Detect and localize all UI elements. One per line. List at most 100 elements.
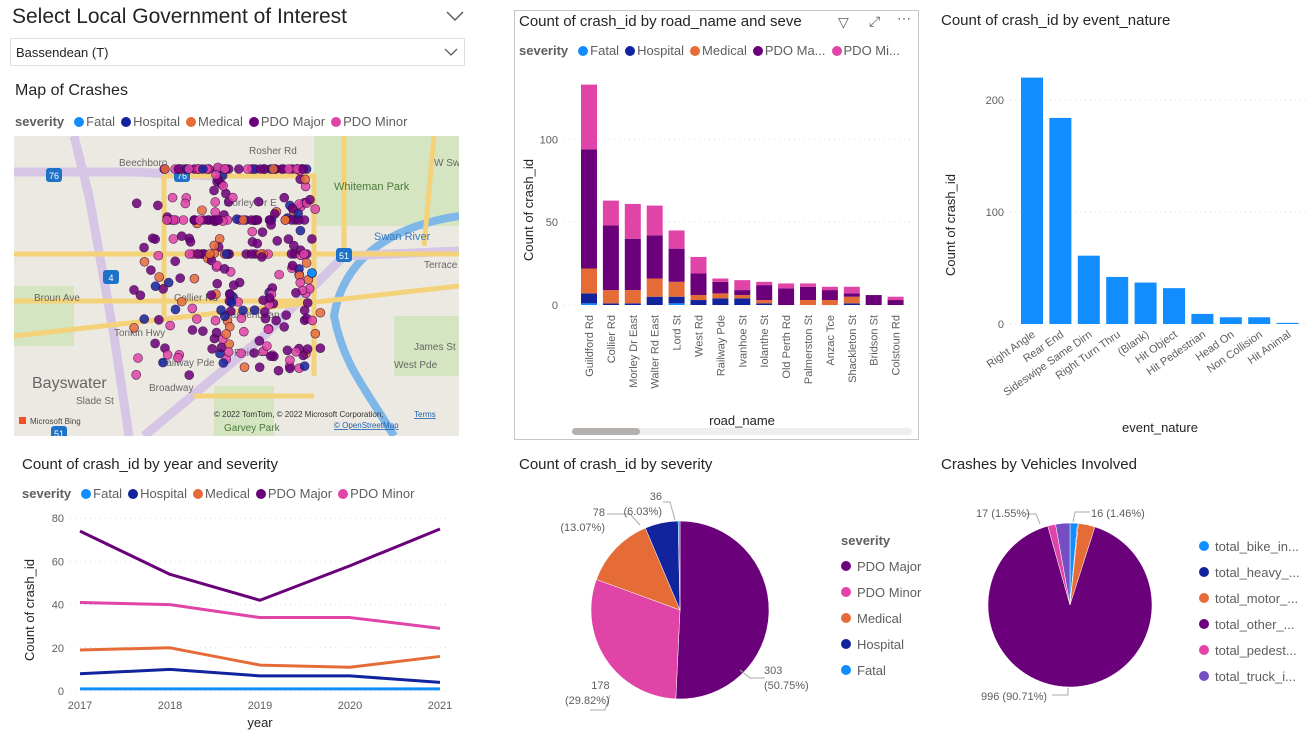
crash-point bbox=[310, 328, 321, 339]
pie-label-hospital: 36 (6.03%) bbox=[623, 491, 662, 518]
legend-label: PDO Major bbox=[857, 558, 922, 574]
severity-pie-legend: PDO Major PDO Minor Medical Hospital Fatal bbox=[841, 553, 921, 683]
vehicles-pie bbox=[987, 511, 1153, 696]
crash-point bbox=[258, 295, 268, 306]
legend-item-total-bike-in[interactable]: total_bike_in... bbox=[1199, 533, 1300, 559]
legend-item-pdo-minor[interactable]: PDO Minor bbox=[331, 114, 407, 129]
legend-item-total-heavy[interactable]: total_heavy_... bbox=[1199, 559, 1300, 585]
crash-point bbox=[281, 310, 291, 320]
crash-point bbox=[269, 209, 280, 219]
legend-item-pdo-minor[interactable]: PDO Minor bbox=[841, 579, 921, 605]
crash-point bbox=[212, 278, 223, 289]
legend-item-total-motor[interactable]: total_motor_... bbox=[1199, 585, 1300, 611]
lga-dropdown[interactable]: Bassendean (T) bbox=[10, 38, 465, 66]
crash-point bbox=[266, 220, 276, 230]
legend-item-total-truck-i[interactable]: total_truck_i... bbox=[1199, 663, 1300, 689]
legend-dot-icon bbox=[690, 45, 701, 56]
scrollbar-thumb[interactable] bbox=[572, 428, 640, 435]
legend-item-medical[interactable]: Medical bbox=[186, 114, 243, 129]
bar-segment-fatal bbox=[668, 303, 685, 305]
severity-pie bbox=[590, 501, 770, 711]
crash-point bbox=[193, 249, 203, 259]
crash-map[interactable]: Rosher Rd Whiteman Park Swan River Terrace … bbox=[14, 136, 459, 436]
legend-item-medical[interactable]: Medical bbox=[690, 43, 747, 58]
line-pdo-major bbox=[79, 527, 441, 602]
chevron-down-icon bbox=[444, 48, 458, 56]
legend-item-hospital[interactable]: Hospital bbox=[128, 486, 187, 501]
crash-point bbox=[273, 365, 284, 376]
bar-segment-pdo-major bbox=[887, 300, 904, 305]
focus-mode-icon[interactable]: ⤢ bbox=[869, 13, 881, 29]
pie-label-medical: 78 (13.07%) bbox=[560, 507, 605, 534]
crash-point bbox=[204, 249, 215, 259]
legend-item-pdo-major[interactable]: PDO Major bbox=[248, 114, 325, 129]
crash-point bbox=[209, 185, 219, 196]
pie-slice-fatal bbox=[677, 520, 681, 611]
legend-item-medical[interactable]: Medical bbox=[841, 605, 921, 631]
legend-dot-icon bbox=[841, 665, 851, 675]
pie-label-pdo-minor: 178 (29.82%) bbox=[565, 680, 610, 707]
legend-item-total-other[interactable]: total_other_... bbox=[1199, 611, 1300, 637]
leader-line bbox=[590, 694, 611, 711]
filter-icon[interactable]: ▽ bbox=[838, 14, 849, 30]
map-canvas[interactable]: Rosher Rd Whiteman Park Swan River Terrace … bbox=[14, 136, 459, 436]
legend-label: PDO Major bbox=[267, 486, 333, 501]
legend-item-pdo-minor[interactable]: PDO Minor bbox=[338, 486, 414, 501]
map-label: Beechboro bbox=[119, 158, 168, 169]
bar-segment-medical bbox=[734, 295, 751, 299]
crash-point bbox=[184, 249, 195, 259]
crash-point bbox=[305, 194, 315, 205]
legend-label: PDO Ma... bbox=[764, 43, 826, 58]
legend-label: PDO Mi... bbox=[843, 43, 900, 58]
bar-segment-pdo-minor bbox=[712, 278, 729, 282]
leader-line bbox=[739, 669, 765, 679]
legend-item-hospital[interactable]: Hospital bbox=[625, 43, 684, 58]
legend-item-fatal[interactable]: Fatal bbox=[841, 657, 921, 683]
crash-point bbox=[253, 196, 264, 207]
crash-point bbox=[302, 298, 313, 308]
legend-item-pdo-major[interactable]: PDO Major bbox=[841, 553, 921, 579]
bar-segment-hospital bbox=[690, 300, 707, 305]
crash-point bbox=[139, 256, 150, 267]
crash-point bbox=[175, 273, 186, 283]
legend-label: total_truck_i... bbox=[1215, 668, 1296, 684]
horizontal-scrollbar[interactable] bbox=[572, 428, 912, 435]
crash-point bbox=[307, 234, 317, 244]
crash-point bbox=[307, 268, 317, 278]
bar-segment-pdo-minor bbox=[778, 283, 795, 289]
legend-item-pdo-major[interactable]: PDO Major bbox=[255, 486, 333, 501]
legend-item-hospital[interactable]: Hospital bbox=[121, 114, 180, 129]
crash-point bbox=[211, 170, 221, 180]
legend-item-total-pedest[interactable]: total_pedest... bbox=[1199, 637, 1300, 663]
crash-point bbox=[255, 164, 266, 174]
legend-item-pdo-minor[interactable]: PDO Mi... bbox=[831, 43, 900, 58]
crash-point bbox=[254, 336, 265, 346]
legend-item-pdo-major[interactable]: PDO Ma... bbox=[752, 43, 826, 58]
legend-item-fatal[interactable]: Fatal bbox=[578, 43, 619, 58]
legend-label: total_other_... bbox=[1215, 616, 1295, 632]
crash-point bbox=[133, 353, 143, 363]
legend-item-medical[interactable]: Medical bbox=[193, 486, 250, 501]
crash-point bbox=[189, 273, 200, 284]
legend-label: Medical bbox=[857, 610, 902, 626]
chevron-down-icon[interactable] bbox=[446, 10, 464, 22]
legend-item-fatal[interactable]: Fatal bbox=[74, 114, 115, 129]
road-chart-visual[interactable] bbox=[514, 10, 919, 440]
pie-label-other: 996 (90.71%) bbox=[981, 691, 1048, 703]
legend-item-hospital[interactable]: Hospital bbox=[841, 631, 921, 657]
map-label: Swan River bbox=[374, 231, 431, 243]
x-tick-label: Railway Pde bbox=[715, 315, 727, 376]
legend-label: Fatal bbox=[857, 662, 886, 678]
legend-label: Hospital bbox=[140, 486, 188, 501]
more-options-icon[interactable]: ⋯ bbox=[897, 10, 911, 26]
crash-point bbox=[221, 329, 232, 339]
x-tick-label: West Rd bbox=[694, 315, 706, 357]
crash-point bbox=[302, 344, 313, 354]
crash-point bbox=[173, 352, 183, 363]
route-shield-label: 4 bbox=[108, 273, 113, 283]
bar-segment-hospital bbox=[581, 293, 597, 304]
legend-item-fatal[interactable]: Fatal bbox=[81, 486, 122, 501]
crash-point bbox=[158, 357, 168, 368]
map-label: Railway Pde bbox=[159, 358, 215, 369]
